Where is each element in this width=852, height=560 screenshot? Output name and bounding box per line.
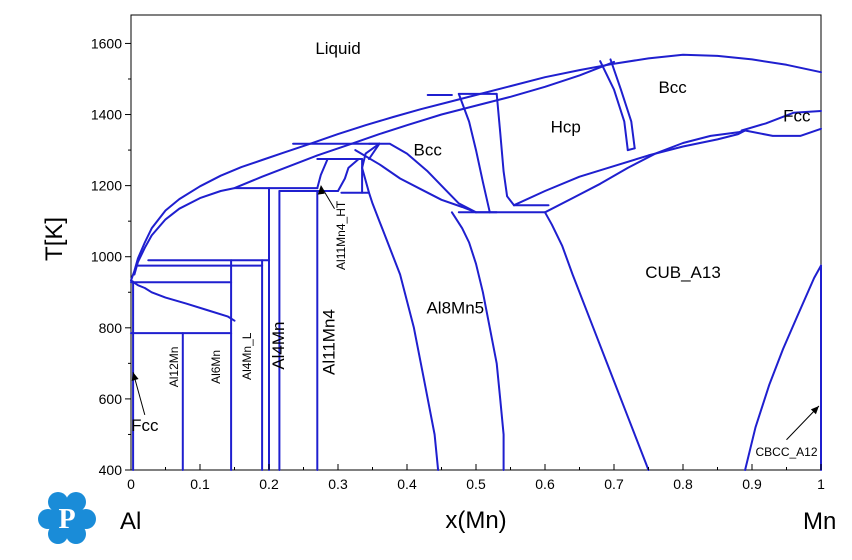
y-tick-label: 1000 bbox=[91, 249, 122, 265]
x-tick-label: 0.3 bbox=[328, 476, 348, 492]
phase-boundary-33 bbox=[599, 60, 629, 152]
phase-boundary-31 bbox=[513, 129, 747, 207]
x-tick-label: 0.9 bbox=[742, 476, 762, 492]
y-tick-label: 600 bbox=[99, 391, 123, 407]
x-tick-label: 0.2 bbox=[259, 476, 279, 492]
region-label: Al8Mn5 bbox=[426, 299, 484, 318]
phase-boundary-32 bbox=[544, 129, 747, 214]
region-label: CUB_A13 bbox=[645, 263, 721, 282]
phase-boundary-41 bbox=[744, 264, 822, 471]
compound-label: Al11Mn4 bbox=[320, 309, 339, 375]
phase-boundary-24 bbox=[354, 149, 477, 214]
x-tick-label: 0.7 bbox=[604, 476, 624, 492]
compound-label: Al12Mn bbox=[167, 347, 181, 388]
svg-text:P: P bbox=[58, 504, 75, 535]
region-label: Bcc bbox=[414, 140, 443, 159]
phase-boundary-21 bbox=[368, 142, 381, 160]
x-tick-label: 0 bbox=[127, 476, 135, 492]
x-tick-label: 0.1 bbox=[190, 476, 210, 492]
y-tick-label: 1400 bbox=[91, 107, 122, 123]
annotation-arrowhead bbox=[131, 372, 139, 381]
phase-boundary-37 bbox=[744, 127, 822, 137]
x-axis-label: x(Mn) bbox=[445, 507, 506, 534]
phase-boundary-1 bbox=[133, 60, 615, 276]
annotation-arrow bbox=[320, 185, 335, 209]
x-tick-label: 0.5 bbox=[466, 476, 486, 492]
compound-label: Al11Mn4_HT bbox=[334, 200, 348, 270]
compound-label: Al4Mn bbox=[269, 321, 288, 369]
end-label-al: Al bbox=[120, 508, 141, 535]
end-label-mn: Mn bbox=[803, 508, 836, 535]
y-tick-label: 1200 bbox=[91, 178, 122, 194]
x-tick-label: 0.4 bbox=[397, 476, 417, 492]
y-axis-label: T[K] bbox=[41, 217, 68, 261]
region-label: Liquid bbox=[315, 39, 360, 58]
phase-boundary-36 bbox=[740, 110, 822, 132]
annotation-arrowhead bbox=[317, 185, 325, 195]
annotation-label: CBCC_A12 bbox=[755, 445, 817, 459]
y-tick-label: 800 bbox=[99, 320, 123, 336]
annotation-arrowhead bbox=[810, 406, 819, 415]
region-label: Bcc bbox=[658, 78, 687, 97]
logo-icon: P bbox=[38, 492, 96, 544]
phase-boundary-16 bbox=[337, 158, 360, 192]
phase-boundary-39 bbox=[450, 211, 505, 471]
compound-label: Al4Mn_L bbox=[240, 332, 254, 380]
phase-boundary-2 bbox=[130, 279, 236, 471]
y-tick-label: 1600 bbox=[91, 35, 122, 51]
y-tick-label: 400 bbox=[99, 462, 123, 478]
compound-label: Al6Mn bbox=[209, 350, 223, 384]
x-tick-label: 0.8 bbox=[673, 476, 693, 492]
region-label: Fcc bbox=[783, 107, 811, 126]
annotation-label: Fcc bbox=[131, 416, 159, 435]
phase-boundary-28 bbox=[495, 92, 515, 207]
phase-boundary-15 bbox=[316, 158, 329, 190]
phase-boundary-40 bbox=[544, 211, 650, 471]
x-tick-label: 1 bbox=[817, 476, 825, 492]
phase-boundary-34 bbox=[609, 58, 636, 150]
phase-boundary-38 bbox=[368, 191, 440, 471]
region-label: Hcp bbox=[551, 117, 581, 136]
phase-boundary-22 bbox=[361, 142, 381, 194]
x-tick-label: 0.6 bbox=[535, 476, 555, 492]
phase-boundary-35 bbox=[626, 147, 636, 152]
phase-boundary-0 bbox=[130, 53, 822, 282]
plot-frame bbox=[130, 14, 822, 471]
phase-boundary-27 bbox=[457, 92, 491, 214]
